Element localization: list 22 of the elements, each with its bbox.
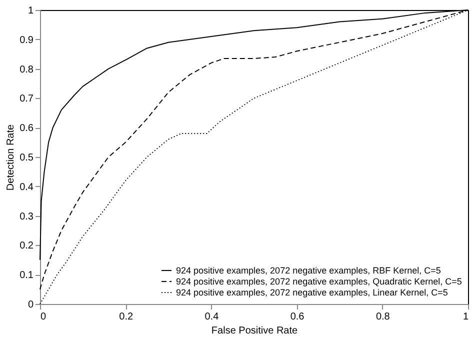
x-tick-label: 0.6	[290, 312, 305, 322]
y-tick-label: 0.4	[20, 182, 34, 193]
y-tick-label: 0.2	[20, 240, 34, 252]
y-tick-label: 0	[28, 300, 34, 310]
y-tick-label: 0.3	[20, 211, 34, 222]
legend-label: 924 positive examples, 2072 negative examples, Quadratic Kernel, C=5	[176, 276, 462, 286]
legend-label: 924 positive examples, 2072 negative examples, RBF Kernel, C=5	[176, 266, 441, 276]
x-tick-label: 1	[462, 312, 469, 322]
y-axis-title: Detection Rate	[6, 124, 17, 191]
y-tick-label: 1	[28, 6, 34, 16]
y-tick-label: 0.8	[20, 64, 34, 76]
y-tick-label: 0.7	[20, 94, 34, 105]
y-tick-label: 0.6	[20, 123, 34, 134]
y-tick-label: 0.1	[20, 270, 34, 282]
legend-label: 924 positive examples, 2072 negative examples, Linear Kernel, C=5	[176, 288, 448, 298]
x-axis-title: False Positive Rate	[211, 326, 298, 336]
x-tick-label: 0.2	[119, 312, 134, 322]
y-tick-label: 0.5	[20, 152, 34, 164]
y-tick-label: 0.9	[20, 34, 34, 46]
x-tick-label: 0	[40, 312, 46, 322]
x-tick-label: 0.8	[376, 312, 390, 322]
x-tick-label: 0.4	[204, 312, 220, 322]
